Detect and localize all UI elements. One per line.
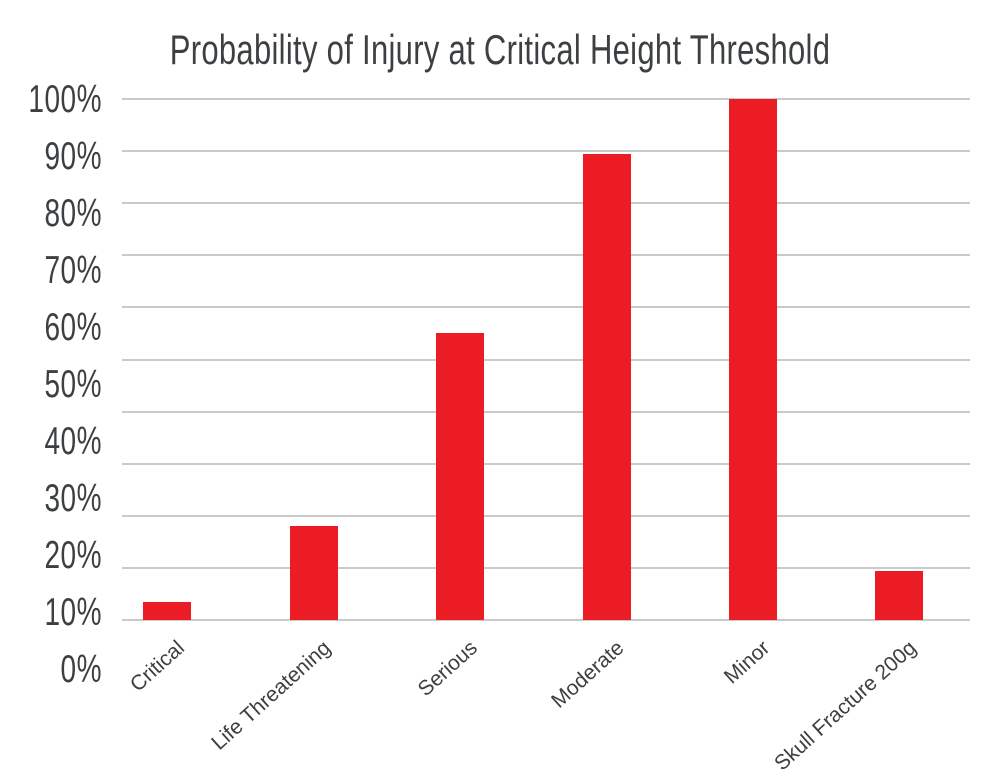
y-axis-tick-label: 80%: [44, 191, 102, 235]
gridline: [122, 358, 970, 361]
y-axis-tick-label: 30%: [44, 476, 102, 520]
y-axis-tick-label: 50%: [44, 362, 102, 406]
bar: [143, 601, 192, 620]
gridline: [122, 566, 970, 569]
y-axis-tick-label: 10%: [44, 590, 102, 634]
gridline: [122, 202, 970, 205]
y-axis-tick-label: 100%: [28, 77, 102, 121]
bar: [582, 153, 631, 620]
y-axis-tick-label: 40%: [44, 419, 102, 463]
gridline: [122, 98, 970, 100]
chart-title: Probability of Injury at Critical Height…: [169, 26, 831, 74]
x-axis-category-label: Moderate: [546, 636, 629, 713]
gridline: [122, 306, 970, 309]
x-axis-category-label: Serious: [413, 636, 482, 701]
y-axis-tick-label: 60%: [44, 305, 102, 349]
gridline: [122, 410, 970, 413]
x-axis-category-label: Minor: [720, 636, 775, 689]
bar: [729, 99, 777, 620]
bar: [875, 570, 924, 620]
y-axis-tick-label: 20%: [44, 533, 102, 577]
y-axis-tick-label: 70%: [44, 248, 102, 292]
y-axis-tick-label: 0%: [60, 647, 102, 691]
x-axis-category-label: Life Threatening: [207, 636, 336, 755]
gridline: [122, 254, 970, 257]
gridline: [122, 514, 970, 517]
gridline: [122, 619, 970, 621]
y-axis-tick-label: 90%: [44, 134, 102, 178]
bar: [436, 333, 485, 620]
x-axis-category-label: Skull Fracture 200g: [770, 636, 922, 776]
gridline: [122, 462, 970, 465]
bar: [289, 526, 338, 620]
x-axis-category-label: Critical: [125, 636, 189, 697]
gridline: [122, 150, 970, 153]
